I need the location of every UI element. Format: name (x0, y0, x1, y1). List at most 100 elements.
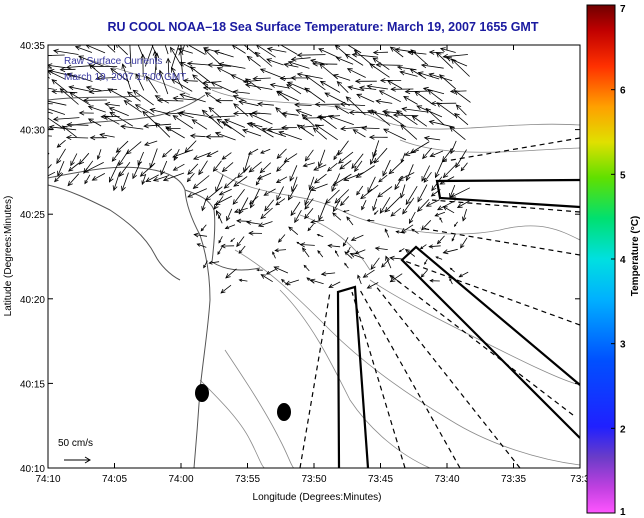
current-vector (230, 74, 246, 83)
current-vector (85, 85, 102, 92)
current-vector (370, 257, 380, 270)
current-vector (134, 104, 155, 116)
current-vector (357, 274, 362, 285)
current-vector (221, 121, 246, 138)
current-vector (312, 127, 328, 140)
current-vector (417, 184, 428, 203)
current-vector (442, 206, 455, 214)
current-vector (204, 92, 222, 104)
current-vector (95, 75, 116, 81)
current-vector (89, 135, 107, 141)
current-vector (252, 76, 271, 82)
colorbar-tick-label: 4 (620, 255, 626, 266)
current-vector (339, 196, 350, 207)
current-vector (445, 56, 468, 67)
current-vector (423, 171, 432, 183)
current-vector (123, 100, 142, 113)
current-vector (139, 162, 156, 177)
current-vector (369, 149, 377, 166)
current-vector (132, 89, 154, 106)
current-vector (208, 106, 222, 119)
current-vector (344, 251, 353, 259)
current-vector (354, 78, 377, 84)
current-vector (310, 183, 328, 192)
current-vector (103, 115, 120, 125)
current-vector (179, 93, 206, 103)
current-vector (200, 224, 207, 232)
current-vector (333, 150, 340, 161)
current-vector (266, 58, 284, 66)
current-vector (388, 159, 404, 175)
current-vector (224, 224, 236, 230)
current-vector (422, 86, 445, 95)
current-vector (201, 109, 224, 129)
current-vector (296, 124, 315, 137)
current-vector (304, 207, 314, 220)
current-vector (171, 45, 182, 68)
current-vector (162, 172, 185, 182)
current-vector (182, 78, 198, 84)
current-vector (332, 173, 352, 186)
current-vector (428, 244, 441, 249)
current-vector (402, 197, 415, 215)
current-vector (48, 76, 50, 79)
current-vector (244, 78, 262, 91)
current-vector (458, 271, 469, 278)
current-vector (373, 210, 379, 215)
current-vector (223, 118, 246, 128)
current-vector (343, 172, 365, 182)
current-vector (327, 114, 354, 125)
current-vector (314, 101, 340, 107)
current-vector (269, 82, 289, 89)
current-vector (66, 72, 93, 82)
current-vector (451, 234, 456, 242)
current-vector (435, 256, 443, 260)
current-vector (238, 99, 259, 107)
current-vector (382, 159, 391, 177)
current-vector (232, 189, 245, 205)
current-vector (400, 124, 418, 140)
current-vector (196, 243, 207, 248)
current-vector (419, 244, 427, 250)
current-vector (296, 52, 326, 58)
current-vector (318, 48, 338, 58)
current-vector (107, 88, 132, 103)
current-vector (404, 149, 420, 156)
x-tick-label: 73:55 (235, 474, 260, 485)
current-vector (337, 151, 354, 164)
current-vector (206, 150, 219, 157)
current-vector (383, 111, 405, 126)
current-vector (332, 199, 341, 213)
current-vector (401, 106, 429, 113)
current-vector (414, 90, 432, 104)
current-vector (154, 95, 169, 104)
station-marker-1 (195, 384, 209, 402)
current-vector (56, 148, 66, 165)
current-vector (186, 61, 210, 67)
current-vector (251, 110, 272, 116)
current-vector (165, 57, 171, 77)
current-vector (456, 200, 470, 208)
current-vector (221, 162, 234, 173)
current-vector (349, 252, 365, 259)
current-vector (425, 199, 440, 207)
current-vector (307, 223, 314, 232)
current-vector (193, 232, 208, 238)
radar-beam-outlines (336, 178, 580, 468)
current-vector (189, 133, 206, 139)
current-vector (339, 101, 366, 107)
current-vector (48, 124, 77, 131)
current-vector (304, 149, 314, 162)
current-vector (411, 115, 428, 127)
current-vector (217, 246, 223, 255)
current-vector (449, 277, 453, 285)
current-vector (135, 73, 145, 91)
current-vector (345, 96, 366, 116)
x-axis: 74:10 74:05 74:00 73:55 73:50 73:45 73:40 73:35… (35, 45, 590, 485)
current-vector (257, 221, 273, 228)
current-vector (368, 134, 388, 140)
current-vector (186, 172, 195, 183)
current-vector (334, 250, 339, 257)
current-vector (405, 185, 418, 206)
current-vector (403, 96, 418, 105)
